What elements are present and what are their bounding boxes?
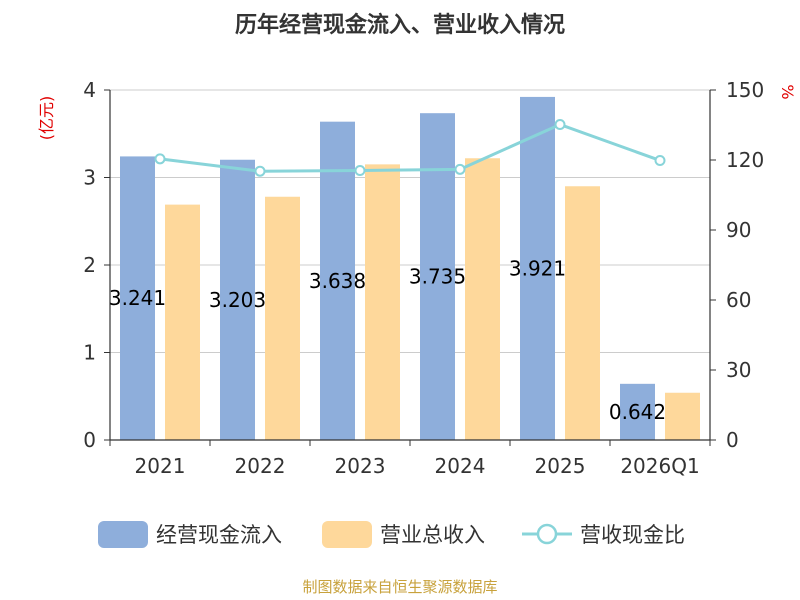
y-right-tick-label: 150 (726, 78, 764, 102)
bar-经营现金流入 (420, 113, 455, 440)
bar-营业总收入 (265, 196, 300, 440)
y-left-tick-label: 4 (83, 78, 96, 102)
y-left-tick-label: 2 (83, 253, 96, 277)
legend-swatch (98, 521, 148, 548)
line-point (154, 153, 166, 165)
line-point (654, 154, 666, 166)
legend-label: 营业总收入 (380, 523, 485, 547)
axes: 0 1 2 3 4 0 30 60 90 120 150 2021 2022 2023 2024 2025 20… (83, 78, 764, 478)
bar-labels: 3.241 3.203 3.638 3.735 3.921 0.642 (109, 256, 666, 423)
bar-营业总收入 (565, 186, 600, 440)
legend-label: 营收现金比 (580, 523, 685, 547)
y-right-tick-label: 0 (726, 428, 739, 452)
ratio-line (154, 119, 666, 177)
bar-data-label: 3.735 (409, 265, 466, 289)
line-point (254, 165, 266, 177)
x-tick-label: 2022 (235, 454, 286, 478)
x-tick-label: 2024 (435, 454, 486, 478)
bar-data-label: 3.638 (309, 269, 366, 293)
legend-swatch (322, 521, 372, 548)
y-right-unit: % (778, 84, 797, 99)
legend-label: 经营现金流入 (156, 523, 282, 547)
bars (120, 96, 700, 441)
line-营收现金比 (159, 122, 661, 173)
bar-营业总收入 (365, 164, 400, 440)
bar-data-label: 3.921 (509, 256, 566, 280)
bar-data-label: 0.642 (609, 400, 666, 424)
bar-data-label: 3.241 (109, 286, 166, 310)
legend: 经营现金流入 营业总收入 营收现金比 (98, 521, 685, 548)
x-tick-label: 2023 (335, 454, 386, 478)
legend-marker (536, 523, 558, 545)
bar-经营现金流入 (220, 159, 255, 441)
chart-title: 历年经营现金流入、营业收入情况 (235, 12, 565, 38)
x-tick-label: 2021 (135, 454, 186, 478)
y-left-tick-label: 3 (83, 166, 96, 190)
x-tick-label: 2025 (535, 454, 586, 478)
source-note: 制图数据来自恒生聚源数据库 (302, 578, 497, 596)
y-right-tick-label: 60 (726, 288, 751, 312)
y-right-tick-label: 120 (726, 148, 764, 172)
bar-经营现金流入 (120, 156, 155, 440)
bar-经营现金流入 (520, 96, 555, 440)
bar-营业总收入 (165, 204, 200, 440)
line-point (554, 119, 566, 131)
bar-经营现金流入 (620, 383, 655, 440)
y-right-tick-label: 30 (726, 358, 751, 382)
grid (110, 89, 710, 353)
y-right-tick-label: 90 (726, 218, 751, 242)
x-tick-label: 2026Q1 (620, 454, 699, 478)
line-point (454, 163, 466, 175)
line-point (354, 165, 366, 176)
bar-营业总收入 (465, 158, 500, 440)
bar-data-label: 3.203 (209, 288, 266, 312)
bar-营业总收入 (665, 392, 700, 440)
y-left-tick-label: 1 (83, 341, 96, 365)
y-left-tick-label: 0 (83, 428, 96, 452)
y-left-unit: (亿元) (37, 96, 56, 141)
bar-经营现金流入 (320, 121, 355, 441)
